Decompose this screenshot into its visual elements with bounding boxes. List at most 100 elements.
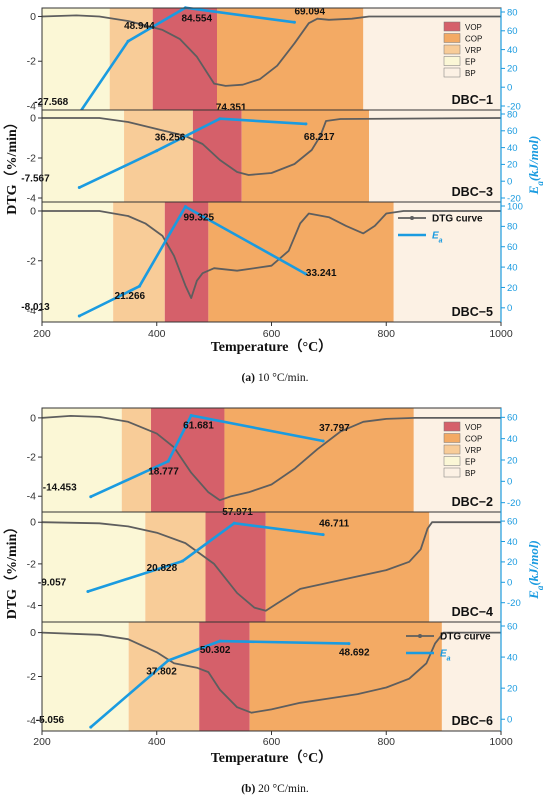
subplot-label: DBC−3 (452, 185, 493, 199)
y-tick-label: 0 (30, 11, 36, 23)
y-right-tick-label: 60 (507, 516, 518, 527)
stage-legend: VOP COP VRP EP BP (443, 21, 482, 78)
ea-data-label: -27.568 (34, 97, 68, 108)
legend-swatch-cop (443, 33, 461, 43)
stage-band-ep (42, 622, 129, 731)
y-right-tick-label: 0 (507, 578, 512, 589)
ea-point (166, 459, 170, 463)
legend-label-vrp: VRP (465, 46, 481, 55)
x-axis-label: Temperature（°C） (211, 339, 332, 355)
x-tick-label: 200 (33, 328, 51, 340)
y-tick-label: -2 (27, 153, 36, 165)
y-right-tick-label: 20 (507, 64, 518, 75)
stage-legend: VOP COP VRP EP BP (443, 421, 482, 478)
y-tick-label: -2 (27, 558, 36, 570)
stage-band-vop (199, 622, 250, 731)
legend-swatch-bp (443, 467, 461, 478)
ea-data-label: 21.266 (115, 291, 146, 302)
y-tick-label: -2 (27, 671, 36, 683)
legend-ea-label: Ea (440, 649, 451, 663)
ea-point (89, 495, 93, 499)
ea-point (183, 205, 187, 209)
stage-band-cop (224, 408, 414, 512)
y-right-tick-label: 60 (507, 413, 518, 424)
stage-band-bp (393, 202, 501, 322)
legend-label-vop: VOP (465, 423, 482, 432)
y-right-tick-label: 20 (507, 283, 518, 294)
ea-data-label: -8.013 (21, 302, 50, 313)
ea-data-label: 99.325 (183, 213, 214, 224)
ea-line (78, 6, 295, 114)
subplot-label: DBC−5 (452, 305, 493, 319)
ea-point (166, 658, 170, 662)
subplot-label: DBC−1 (452, 93, 493, 107)
y-right-tick-label: -20 (507, 193, 521, 204)
y-tick-label: 0 (30, 205, 36, 217)
ea-point (321, 439, 325, 443)
x-tick-label: 600 (263, 328, 281, 340)
subplot-label: DBC−6 (452, 714, 493, 728)
stage-band-vop (152, 8, 217, 110)
y-tick-label: 0 (30, 412, 36, 424)
legend-label-cop: COP (465, 435, 482, 444)
y-right-tick-label: 40 (507, 652, 518, 663)
panel-caption: (b) 20 °C/min. (241, 783, 309, 795)
stage-band-vrp (124, 110, 193, 202)
legend-label-vop: VOP (465, 23, 482, 32)
y-right-tick-label: -20 (507, 498, 521, 509)
ea-point (126, 39, 130, 43)
subplot-a-2: -7.567 36.256 74.351 68.217 0 -2 -4 80 60 40 20 0 -2… (21, 103, 520, 205)
legend-swatch-ep (443, 456, 461, 466)
y-right-tick-label: 40 (507, 434, 518, 445)
y-right-tick-label: 60 (507, 621, 518, 632)
y-tick-label: -4 (27, 305, 36, 317)
line-legend: DTG curve Ea (398, 214, 483, 244)
ea-point (86, 590, 90, 594)
x-tick-label: 400 (148, 736, 166, 748)
legend-swatch-cop (443, 433, 461, 443)
ea-data-label: 50.302 (200, 645, 231, 656)
y-right-tick-label: -20 (507, 101, 521, 112)
legend-label-bp: BP (465, 69, 476, 78)
stage-band-ep (42, 110, 125, 202)
y-right-tick-label: 80 (507, 222, 518, 233)
ea-data-label: 46.711 (319, 519, 349, 530)
legend-swatch-ep (443, 56, 461, 66)
y-right-tick-label: 20 (507, 455, 518, 466)
y-right-tick-label: 40 (507, 143, 518, 154)
ea-data-label: -14.453 (43, 483, 77, 494)
y-right-tick-label: 0 (507, 83, 512, 94)
dtg-curve (41, 414, 501, 502)
y-right-axis-label: Ea(kJ/mol) (526, 136, 545, 196)
y-tick-label: -4 (27, 600, 36, 612)
legend-label-ep: EP (465, 58, 476, 67)
y-tick-label: -4 (27, 715, 36, 727)
legend-swatch-vop (443, 21, 461, 32)
stage-band-cop (208, 202, 394, 322)
ea-point (138, 284, 142, 288)
y-right-tick-label: 0 (507, 177, 512, 188)
stage-band-ep (42, 408, 122, 512)
ea-point (304, 122, 308, 126)
ea-point (155, 149, 159, 153)
dtg-curve (42, 117, 502, 176)
legend-dtg-marker (418, 634, 422, 638)
x-tick-label: 1000 (489, 736, 513, 748)
stage-band-ep (42, 8, 110, 110)
legend-swatch-bp (443, 67, 461, 78)
ea-data-label: 48.944 (124, 21, 155, 32)
ea-line (78, 117, 306, 189)
panel-a: -27.56848.94484.55469.0940-2-4806040200-… (4, 6, 545, 384)
x-tick-label: 800 (377, 328, 395, 340)
y-right-tick-label: 20 (507, 160, 518, 171)
ea-point (89, 725, 93, 729)
y-right-tick-label: 80 (507, 109, 518, 120)
y-tick-label: 0 (30, 113, 36, 125)
ea-data-label: 37.802 (146, 666, 177, 677)
legend-swatch-vrp (443, 444, 461, 455)
y-right-tick-label: 40 (507, 45, 518, 56)
ea-data-label: 61.681 (183, 421, 214, 432)
stage-band-vop (192, 110, 242, 202)
x-tick-label: 600 (263, 736, 281, 748)
